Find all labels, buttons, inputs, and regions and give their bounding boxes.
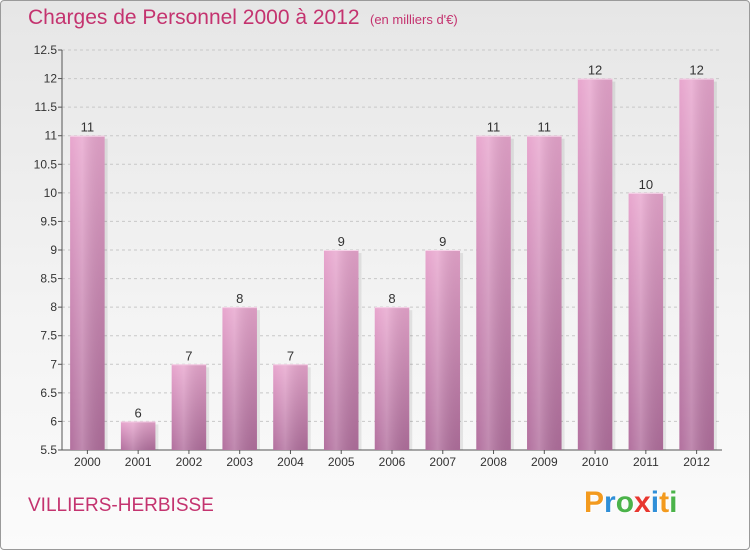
bar-highlight bbox=[323, 250, 359, 450]
value-label: 7 bbox=[287, 348, 294, 363]
chart-unit: (en milliers d'€) bbox=[370, 12, 458, 27]
value-label: 9 bbox=[338, 234, 345, 249]
x-tick-label: 2012 bbox=[683, 455, 710, 469]
value-label: 6 bbox=[135, 405, 142, 420]
value-label: 10 bbox=[639, 177, 653, 192]
bar-highlight bbox=[425, 250, 461, 450]
logo-letter: o bbox=[615, 486, 635, 519]
bars bbox=[70, 78, 717, 451]
value-labels: 11 6 7 8 7 9 8 9 11 11 12 10 12 bbox=[81, 63, 704, 421]
y-tick-label: 12 bbox=[44, 72, 58, 86]
x-tick-label: 2003 bbox=[226, 455, 253, 469]
logo-letter: t bbox=[659, 486, 670, 519]
logo-letter: x bbox=[634, 486, 651, 519]
value-label: 8 bbox=[388, 291, 395, 306]
logo-letter: r bbox=[604, 486, 616, 519]
value-label: 12 bbox=[689, 63, 703, 78]
bar-highlight bbox=[222, 307, 257, 450]
logo-letter: P bbox=[584, 486, 605, 519]
x-tick-label: 2000 bbox=[74, 455, 101, 469]
x-tick-label: 2001 bbox=[125, 455, 152, 469]
value-label: 12 bbox=[588, 63, 602, 78]
y-tick-label: 10.5 bbox=[34, 157, 58, 171]
y-tick-label: 7 bbox=[50, 357, 57, 371]
x-tick-label: 2010 bbox=[582, 455, 609, 469]
chart-title: Charges de Personnel 2000 à 2012 bbox=[28, 6, 360, 29]
value-label: 11 bbox=[487, 120, 501, 135]
y-tick-label: 5.5 bbox=[40, 443, 57, 457]
logo-letter: i bbox=[669, 486, 678, 519]
axes: 5.5 6 6.5 7 7.5 8 8.5 9 9.5 10 10.5 11 11.5 12 12.5 200… bbox=[34, 43, 722, 469]
value-label: 9 bbox=[439, 234, 446, 249]
bar-highlight bbox=[273, 364, 308, 450]
y-tick-label: 10 bbox=[44, 186, 58, 200]
bar-highlight bbox=[171, 364, 207, 450]
x-tick-label: 2005 bbox=[328, 455, 355, 469]
x-tick-label: 2011 bbox=[633, 455, 659, 469]
value-label: 11 bbox=[81, 120, 95, 135]
x-tick-label: 2007 bbox=[429, 455, 456, 469]
y-tick-label: 6.5 bbox=[40, 386, 57, 400]
y-tick-label: 8 bbox=[50, 300, 57, 314]
bar-highlight bbox=[120, 421, 156, 450]
commune-name: VILLIERS-HERBISSE bbox=[28, 495, 214, 516]
x-tick-label: 2008 bbox=[480, 455, 507, 469]
proxiti-logo: Proxiti bbox=[584, 486, 677, 520]
y-tick-label: 11 bbox=[45, 129, 58, 143]
value-label: 8 bbox=[236, 291, 243, 306]
logo-letter: i bbox=[650, 486, 660, 519]
bar-highlight bbox=[476, 135, 511, 450]
bar-highlight bbox=[679, 78, 714, 451]
y-tick-label: 12.5 bbox=[34, 43, 58, 57]
value-label: 11 bbox=[538, 120, 552, 135]
bar-highlight bbox=[628, 192, 664, 450]
y-tick-label: 11.5 bbox=[35, 100, 58, 114]
y-tick-label: 6 bbox=[50, 414, 57, 428]
y-tick-label: 8.5 bbox=[40, 272, 57, 286]
x-tick-label: 2006 bbox=[379, 455, 406, 469]
bar-highlight bbox=[374, 307, 410, 450]
y-tick-label: 7.5 bbox=[40, 329, 57, 343]
x-tick-label: 2002 bbox=[176, 455, 203, 469]
y-tick-label: 9.5 bbox=[40, 214, 57, 228]
x-tick-label: 2004 bbox=[277, 455, 304, 469]
bar-highlight bbox=[577, 78, 613, 451]
y-tick-label: 9 bbox=[50, 243, 57, 257]
bar-highlight bbox=[70, 135, 105, 450]
value-label: 7 bbox=[185, 348, 192, 363]
x-tick-label: 2009 bbox=[531, 455, 558, 469]
bar-highlight bbox=[527, 135, 562, 450]
